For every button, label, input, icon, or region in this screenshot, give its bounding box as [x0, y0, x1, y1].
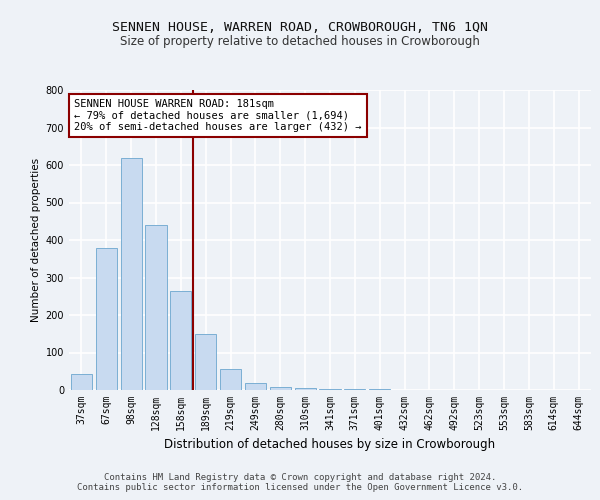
Bar: [319, 389, 341, 390]
Text: SENNEN HOUSE, WARREN ROAD, CROWBOROUGH, TN6 1QN: SENNEN HOUSE, WARREN ROAD, CROWBOROUGH, …: [112, 21, 488, 34]
Text: Size of property relative to detached houses in Crowborough: Size of property relative to detached ho…: [120, 34, 480, 48]
Bar: [344, 389, 365, 390]
Bar: [220, 370, 241, 390]
Bar: [195, 334, 216, 390]
Bar: [170, 290, 191, 390]
Bar: [270, 387, 291, 390]
X-axis label: Distribution of detached houses by size in Crowborough: Distribution of detached houses by size …: [164, 438, 496, 452]
Text: Contains HM Land Registry data © Crown copyright and database right 2024.
Contai: Contains HM Land Registry data © Crown c…: [77, 473, 523, 492]
Y-axis label: Number of detached properties: Number of detached properties: [31, 158, 41, 322]
Bar: [121, 158, 142, 390]
Bar: [96, 248, 117, 390]
Bar: [369, 389, 390, 390]
Bar: [145, 225, 167, 390]
Bar: [245, 383, 266, 390]
Bar: [71, 374, 92, 390]
Bar: [295, 388, 316, 390]
Text: SENNEN HOUSE WARREN ROAD: 181sqm
← 79% of detached houses are smaller (1,694)
20: SENNEN HOUSE WARREN ROAD: 181sqm ← 79% o…: [74, 99, 362, 132]
